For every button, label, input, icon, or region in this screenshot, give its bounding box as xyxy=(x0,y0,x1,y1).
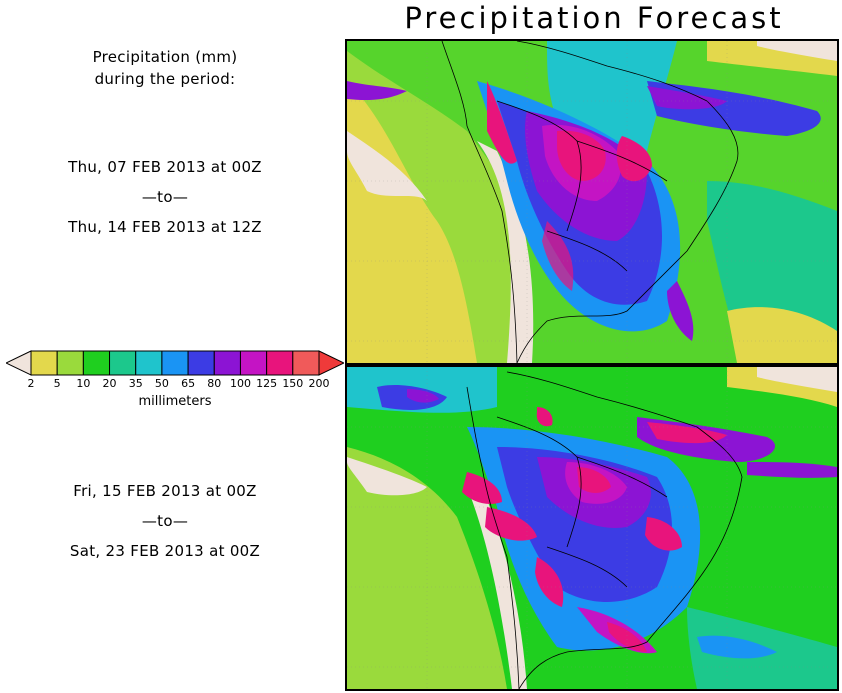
map-panel-period-1 xyxy=(345,39,839,365)
period-2-block: Fri, 15 FEB 2013 at 00Z —to— Sat, 23 FEB… xyxy=(0,476,330,566)
legend-color-swatch xyxy=(109,350,137,376)
legend-color-swatch xyxy=(213,350,241,376)
legend-color-swatch xyxy=(292,350,320,376)
legend-tick-label: 80 xyxy=(207,377,222,390)
legend-color-swatch xyxy=(82,350,111,376)
map-panel-period-2 xyxy=(345,365,839,691)
period-2-start: Fri, 15 FEB 2013 at 00Z xyxy=(73,482,257,500)
legend-tick-label: 100 xyxy=(229,377,251,390)
legend-unit-label: millimeters xyxy=(138,394,212,409)
legend-tick-label: 125 xyxy=(256,377,278,390)
legend-tick-label: 50 xyxy=(154,377,169,390)
period-header: Precipitation (mm) during the period: xyxy=(0,46,330,90)
period-2-end: Sat, 23 FEB 2013 at 00Z xyxy=(69,542,261,560)
legend-color-swatch xyxy=(56,350,84,376)
period-1-separator: —to— xyxy=(141,188,189,206)
legend-tick-label: 2 xyxy=(27,377,35,390)
header-line-1: Precipitation (mm) xyxy=(92,48,238,66)
legend-tick-label: 65 xyxy=(181,377,196,390)
legend-arrow-low xyxy=(4,350,32,376)
legend-tick-labels: 2 5 10 20 35 50 65 80 100 125 150 200 xyxy=(6,377,344,393)
legend-tick-label: 10 xyxy=(76,377,91,390)
period-1-start: Thu, 07 FEB 2013 at 00Z xyxy=(68,158,262,176)
legend-color-swatch xyxy=(30,350,58,376)
precip-map-period-1 xyxy=(347,41,837,363)
legend-color-swatch xyxy=(266,350,294,376)
legend-colorbar xyxy=(4,350,346,376)
period-1-block: Thu, 07 FEB 2013 at 00Z —to— Thu, 14 FEB… xyxy=(0,152,330,242)
precip-map-period-2 xyxy=(347,367,837,689)
header-line-2: during the period: xyxy=(94,70,236,88)
legend-tick-label: 20 xyxy=(102,377,117,390)
legend-tick-label: 5 xyxy=(53,377,61,390)
legend-color-swatch xyxy=(161,350,189,376)
legend-color-swatch xyxy=(135,350,163,376)
period-2-separator: —to— xyxy=(141,512,189,530)
legend-tick-label: 200 xyxy=(308,377,330,390)
legend-tick-label: 150 xyxy=(282,377,304,390)
legend-color-swatch xyxy=(187,350,215,376)
legend-tick-label: 35 xyxy=(128,377,143,390)
legend-arrow-high xyxy=(318,350,346,376)
color-legend: 2 5 10 20 35 50 65 80 100 125 150 200 millimeters xyxy=(4,350,346,410)
period-1-end: Thu, 14 FEB 2013 at 12Z xyxy=(68,218,262,236)
legend-color-swatch xyxy=(239,350,268,376)
forecast-title: Precipitation Forecast xyxy=(404,1,784,35)
